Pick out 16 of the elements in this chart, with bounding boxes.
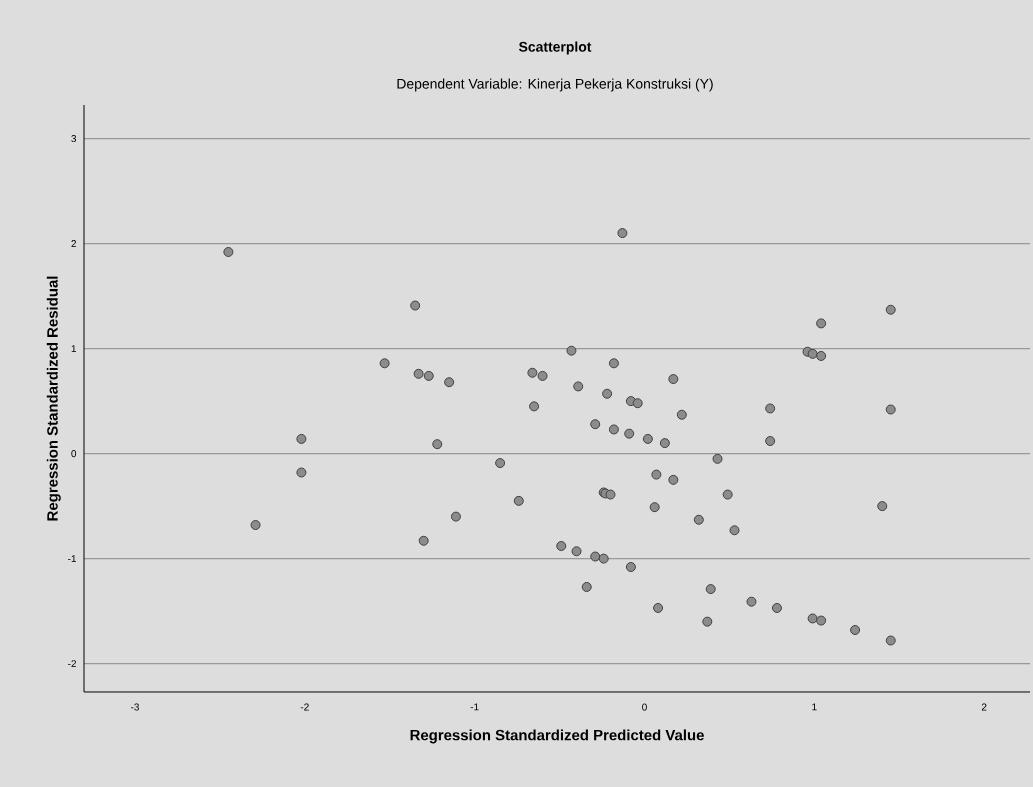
chart-title: Scatterplot (518, 41, 592, 55)
x-tick-label: 1 (812, 703, 817, 711)
y-tick-label: 2 (71, 240, 76, 248)
y-tick-label: 0 (71, 450, 77, 458)
x-tick-label: 0 (642, 703, 647, 711)
y-tick-label: -2 (68, 660, 76, 668)
chart-subtitle: Dependent Variable: Kinerja Pekerja Konstruksi (Y) (397, 78, 713, 92)
x-tick-label: 2 (981, 703, 987, 711)
x-axis-title: Regression Standardized Predicted Value (410, 729, 704, 744)
y-tick-label: -1 (68, 555, 77, 563)
x-tick-label: -2 (300, 703, 309, 711)
y-axis-title: Regression Standardized Residual (46, 276, 61, 521)
y-tick-label: 3 (71, 135, 77, 143)
y-tick-label: 1 (71, 345, 77, 353)
x-tick-label: -3 (130, 703, 139, 711)
x-tick-label: -1 (470, 703, 479, 711)
